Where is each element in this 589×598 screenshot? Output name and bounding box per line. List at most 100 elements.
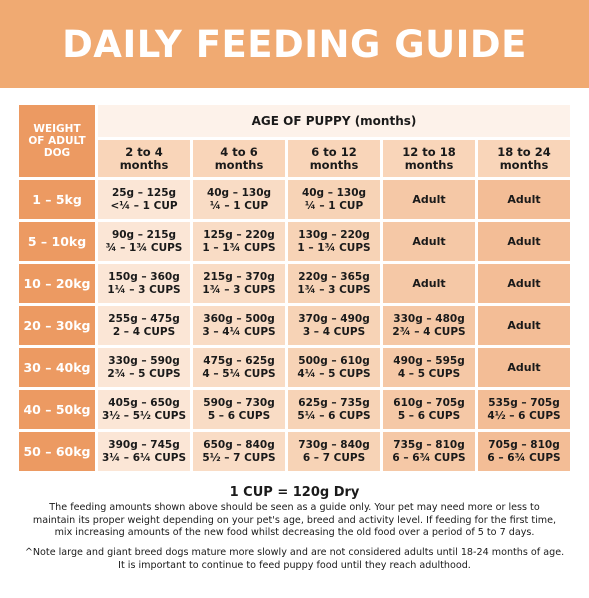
amount-line: 330g – 590g <box>108 355 180 367</box>
age-column-header-line: 12 to 18 <box>402 144 456 159</box>
amount-line: 4½ – 6 CUPS <box>487 409 561 422</box>
amount-line: 3 – 4¼ CUPS <box>202 325 276 338</box>
age-column-header-line: months <box>404 157 454 172</box>
amount-line: 1 – 1¾ CUPS <box>202 241 276 254</box>
amount-line: 3½ – 5½ CUPS <box>101 409 187 422</box>
amount-line: 25g – 125g <box>111 187 177 199</box>
age-column-header: 18 to 24 months <box>478 140 570 177</box>
table-row: 40 – 50kg 405g – 650g 3½ – 5½ CUPS 590g – 7… <box>19 390 570 429</box>
feeding-table: WEIGHT OF ADULT DOG AGE OF PUPPY (months… <box>16 102 573 474</box>
amount-line: 500g – 610g <box>298 355 370 367</box>
amount-line: 6 – 7 CUPS <box>302 451 366 464</box>
amount-line: 215g – 370g <box>203 271 275 283</box>
amount-line: 4 – 5 CUPS <box>397 367 461 380</box>
amount-line: Adult <box>412 235 446 248</box>
weight-cell: 40 – 50kg <box>19 390 95 429</box>
amount-line: 330g – 480g <box>393 313 465 325</box>
disclaimer-line: mix increasing amounts of the new food w… <box>54 527 535 538</box>
cup-conversion: 1 CUP = 120g Dry <box>229 485 360 500</box>
amount-line: 5 – 6 CUPS <box>397 409 461 422</box>
table-row: 50 – 60kg 390g – 745g 3¼ – 6¼ CUPS 650g – 8… <box>19 432 570 471</box>
amount-line: 220g – 365g <box>298 271 370 283</box>
age-column-header-line: months <box>499 157 549 172</box>
weight-header: WEIGHT OF ADULT DOG <box>19 105 95 177</box>
weight-cell: 50 – 60kg <box>19 432 95 471</box>
amount-line: 4¼ – 5 CUPS <box>297 367 371 380</box>
table-row: 30 – 40kg 330g – 590g 2¾ – 5 CUPS 475g – 62… <box>19 348 570 387</box>
amount-line: 390g – 745g <box>108 439 180 451</box>
amount-line: 1¾ – 3 CUPS <box>297 283 371 296</box>
amount-line: 360g – 500g <box>203 313 275 325</box>
adult-cell: Adult <box>383 264 475 303</box>
amount-cell: 625g – 735g 5¼ – 6 CUPS <box>288 390 380 429</box>
adult-cell: Adult <box>478 306 570 345</box>
amount-cell: 610g – 705g 5 – 6 CUPS <box>383 390 475 429</box>
amount-line: 405g – 650g <box>108 397 180 409</box>
amount-line: <¼ – 1 CUP <box>110 199 178 212</box>
amount-line: 255g – 475g <box>108 313 180 325</box>
amount-line: Adult <box>507 319 541 332</box>
amount-line: 125g – 220g <box>203 229 275 241</box>
amount-cell: 650g – 840g 5½ – 7 CUPS <box>193 432 285 471</box>
amount-line: ¼ – 1 CUP <box>209 199 269 212</box>
age-header: AGE OF PUPPY (months) <box>98 105 570 137</box>
age-column-header: 4 to 6 months <box>193 140 285 177</box>
age-column-header: 6 to 12 months <box>288 140 380 177</box>
age-column-header-line: 4 to 6 <box>220 144 258 159</box>
footnote-line: ^Note large and giant breed dogs mature … <box>24 547 565 558</box>
weight-cell: 20 – 30kg <box>19 306 95 345</box>
amount-line: Adult <box>412 193 446 206</box>
disclaimer-line: The feeding amounts shown above should b… <box>49 502 540 513</box>
amount-cell: 500g – 610g 4¼ – 5 CUPS <box>288 348 380 387</box>
weight-cell: 5 – 10kg <box>19 222 95 261</box>
table-row: 20 – 30kg 255g – 475g 2 – 4 CUPS 360g – 500… <box>19 306 570 345</box>
amount-cell: 370g – 490g 3 – 4 CUPS <box>288 306 380 345</box>
amount-cell: 90g – 215g ¾ – 1¾ CUPS <box>98 222 190 261</box>
amount-line: 535g – 705g <box>488 397 560 409</box>
weight-cell: 10 – 20kg <box>19 264 95 303</box>
adult-cell: Adult <box>383 222 475 261</box>
amount-cell: 40g – 130g ¼ – 1 CUP <box>193 180 285 219</box>
age-column-header-line: 6 to 12 <box>311 144 357 159</box>
table-row: 10 – 20kg 150g – 360g 1¼ – 3 CUPS 215g – 37… <box>19 264 570 303</box>
amount-line: 2¾ – 4 CUPS <box>392 325 466 338</box>
amount-cell: 535g – 705g 4½ – 6 CUPS <box>478 390 570 429</box>
weight-cell: 1 – 5kg <box>19 180 95 219</box>
age-column-header-line: 2 to 4 <box>125 144 163 159</box>
weight-header-line: DOG <box>43 147 71 159</box>
amount-line: 5 – 6 CUPS <box>207 409 271 422</box>
amount-line: 610g – 705g <box>393 397 465 409</box>
amount-line: 3 – 4 CUPS <box>302 325 366 338</box>
amount-cell: 390g – 745g 3¼ – 6¼ CUPS <box>98 432 190 471</box>
amount-line: ¼ – 1 CUP <box>304 199 364 212</box>
amount-line: Adult <box>507 361 541 374</box>
age-column-header-line: months <box>119 157 169 172</box>
amount-line: 5½ – 7 CUPS <box>202 451 276 464</box>
amount-line: 150g – 360g <box>108 271 180 283</box>
adult-cell: Adult <box>478 264 570 303</box>
table-row: 1 – 5kg 25g – 125g <¼ – 1 CUP 40g – 130g ¼ –… <box>19 180 570 219</box>
amount-cell: 215g – 370g 1¾ – 3 CUPS <box>193 264 285 303</box>
amount-line: 2 – 4 CUPS <box>112 325 176 338</box>
amount-line: 730g – 840g <box>298 439 370 451</box>
amount-cell: 735g – 810g 6 – 6¾ CUPS <box>383 432 475 471</box>
amount-cell: 405g – 650g 3½ – 5½ CUPS <box>98 390 190 429</box>
amount-line: 4 – 5¼ CUPS <box>202 367 276 380</box>
amount-line: 370g – 490g <box>298 313 370 325</box>
age-column-header: 12 to 18 months <box>383 140 475 177</box>
amount-cell: 330g – 590g 2¾ – 5 CUPS <box>98 348 190 387</box>
amount-cell: 330g – 480g 2¾ – 4 CUPS <box>383 306 475 345</box>
table-row: 5 – 10kg 90g – 215g ¾ – 1¾ CUPS 125g – 220g… <box>19 222 570 261</box>
amount-line: 590g – 730g <box>203 397 275 409</box>
amount-line: 90g – 215g <box>111 229 177 241</box>
amount-cell: 490g – 595g 4 – 5 CUPS <box>383 348 475 387</box>
adult-cell: Adult <box>383 180 475 219</box>
age-column-header-line: 18 to 24 <box>497 144 551 159</box>
amount-cell: 130g – 220g 1 – 1¾ CUPS <box>288 222 380 261</box>
amount-line: 5¼ – 6 CUPS <box>297 409 371 422</box>
amount-line: 735g – 810g <box>393 439 465 451</box>
amount-cell: 475g – 625g 4 – 5¼ CUPS <box>193 348 285 387</box>
amount-line: 3¼ – 6¼ CUPS <box>101 451 187 464</box>
amount-cell: 590g – 730g 5 – 6 CUPS <box>193 390 285 429</box>
weight-header-line: OF ADULT <box>28 135 86 147</box>
